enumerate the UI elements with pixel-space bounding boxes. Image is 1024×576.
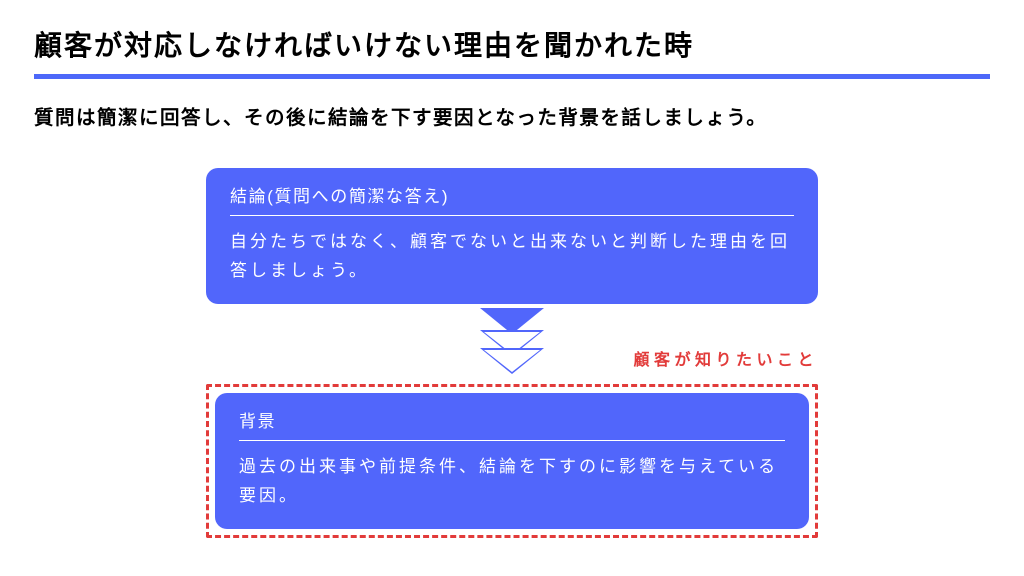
flowchart: 結論(質問への簡潔な答え) 自分たちではなく、顧客でないと出来ないと判断した理由… xyxy=(206,168,818,538)
conclusion-box: 結論(質問への簡潔な答え) 自分たちではなく、顧客でないと出来ないと判断した理由… xyxy=(206,168,818,304)
background-box-body: 過去の出来事や前提条件、結論を下すのに影響を与えている要因。 xyxy=(239,453,785,511)
page-title: 顧客が対応しなければいけない理由を聞かれた時 xyxy=(34,24,990,64)
callout-label: 顧客が知りたいこと xyxy=(633,346,818,370)
page-subtitle: 質問は簡潔に回答し、その後に結論を下す要因となった背景を話しましょう。 xyxy=(34,101,990,130)
highlight-frame: 背景 過去の出来事や前提条件、結論を下すのに影響を与えている要因。 xyxy=(206,384,818,538)
background-box: 背景 過去の出来事や前提条件、結論を下すのに影響を与えている要因。 xyxy=(215,393,809,529)
chevron-down-icon xyxy=(480,308,544,378)
arrow-down: 顧客が知りたいこと xyxy=(206,304,818,384)
conclusion-box-body: 自分たちではなく、顧客でないと出来ないと判断した理由を回答しましょう。 xyxy=(230,228,794,286)
diagram-container: 結論(質問への簡潔な答え) 自分たちではなく、顧客でないと出来ないと判断した理由… xyxy=(34,168,990,538)
title-underline xyxy=(34,74,990,79)
background-box-title: 背景 xyxy=(239,407,785,441)
conclusion-box-title: 結論(質問への簡潔な答え) xyxy=(230,182,794,216)
